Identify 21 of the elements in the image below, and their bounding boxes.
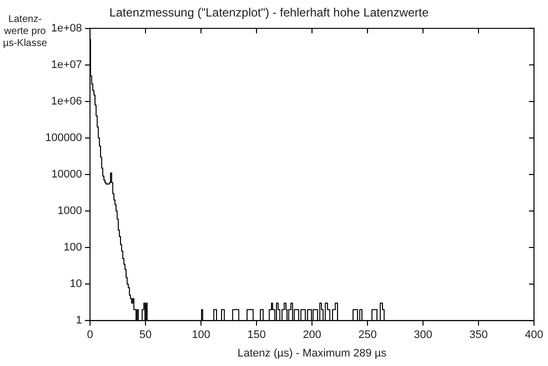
chart-title: Latenzmessung ("Latenzplot") - fehlerhaft hohe Latenzwerte [109,6,430,20]
y-tick-label: 1e+07 [51,58,82,71]
y-tick-label: 1000 [58,205,82,218]
x-tick-label: 300 [414,329,432,342]
x-tick-label: 200 [302,329,322,342]
x-tick-label: 0 [86,329,94,342]
y-tick-label: 1e+06 [51,95,82,108]
x-axis-title: Latenz (µs) - Maximum 289 µs [238,347,387,360]
y-tick-label: 100 [64,242,82,254]
x-tick-label: 400 [524,329,544,342]
x-tick-label: 250 [358,329,377,342]
y-tick-label: 10000 [51,168,82,181]
y-axis-title: Latenz- werte pro µs-Klasse [2,14,48,50]
x-tick-label: 150 [247,329,266,342]
x-tick-label: 50 [139,329,152,342]
y-tick-label: 100000 [45,132,82,144]
x-tick-label: 350 [469,329,488,342]
x-tick-label: 100 [192,329,210,342]
y-tick-label: 10 [70,278,82,290]
y-tick-label: 1 [76,314,82,327]
y-tick-label: 1e+08 [51,22,82,34]
